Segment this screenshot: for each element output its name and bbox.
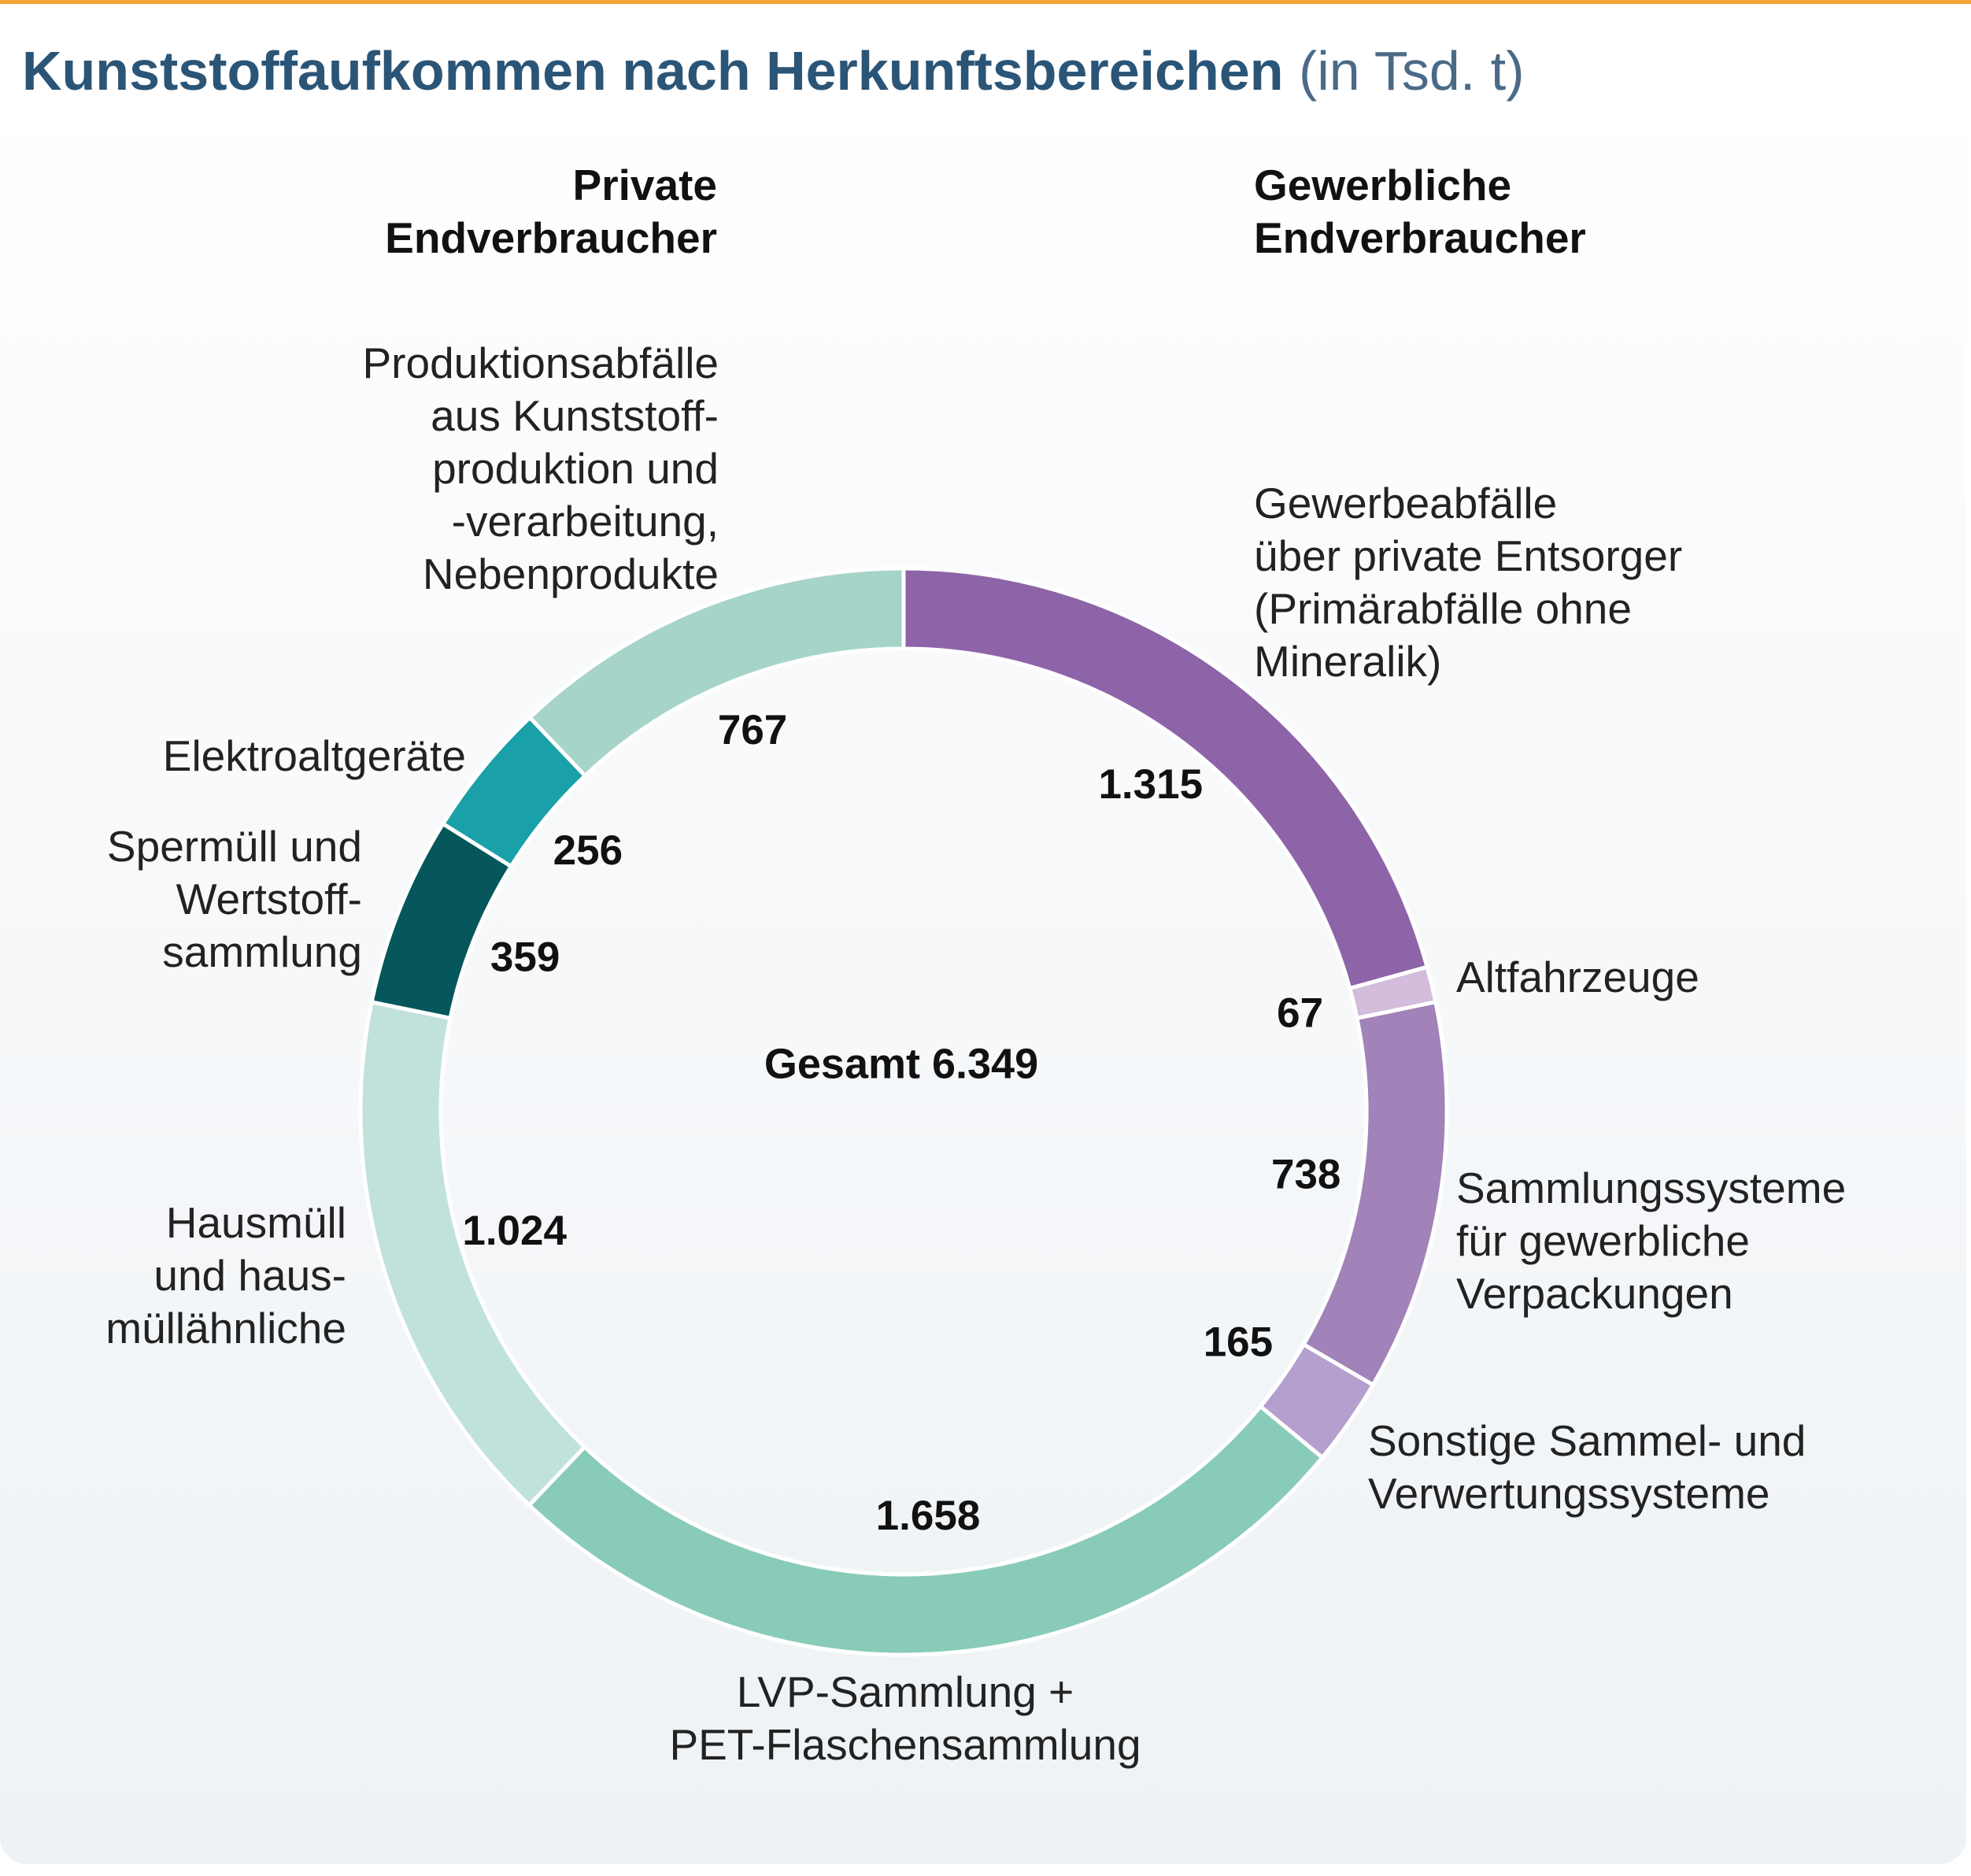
value-label-produktion: 767	[718, 707, 787, 753]
category-label-gewerbeabfaelle: Gewerbeabfälle über private Entsorger (P…	[1254, 479, 1683, 686]
category-label-sonstige: Sonstige Sammel- und Verwertungssysteme	[1368, 1416, 1806, 1518]
group-label-commercial: Gewerbliche Endverbraucher	[1254, 161, 1586, 262]
group-label-private: Private Endverbraucher	[385, 161, 717, 262]
value-label-sperrmuell: 359	[490, 934, 560, 980]
value-label-lvp: 1.658	[876, 1493, 981, 1539]
category-label-elektro: Elektroaltgeräte	[162, 731, 466, 780]
category-label-produktion: Produktionsabfälle aus Kunststoff- produ…	[362, 339, 719, 598]
value-label-sonstige: 165	[1204, 1319, 1273, 1365]
top-accent-rule	[0, 0, 1971, 4]
chart-title: Kunststoffaufkommen nach Herkunftsbereic…	[22, 31, 1525, 110]
value-label-gewerbeabfaelle: 1.315	[1098, 761, 1203, 808]
category-label-altfahrzeuge: Altfahrzeuge	[1456, 953, 1699, 1001]
slice-produktion	[527, 566, 906, 779]
title-unit: (in Tsd. t)	[1298, 40, 1525, 102]
category-label-sperrmuell: Spermüll und Wertstoff- sammlung	[106, 822, 362, 976]
value-labels: 1.315 67 738 165 1.658 1.024 359 256 767	[462, 707, 1341, 1539]
category-label-hausmuell: Hausmüll und haus- müllähnliche	[105, 1198, 346, 1352]
donut-slices	[358, 566, 1449, 1657]
category-label-sammlungssysteme: Sammlungssysteme für gewerbliche Verpack…	[1456, 1164, 1847, 1318]
value-label-elektro: 256	[553, 827, 623, 874]
total-label: Gesamt 6.349	[764, 1040, 1038, 1087]
value-label-hausmuell: 1.024	[462, 1208, 567, 1254]
value-label-sammlungssysteme: 738	[1271, 1152, 1341, 1198]
value-label-altfahrzeuge: 67	[1277, 990, 1323, 1037]
title-text: Kunststoffaufkommen nach Herkunftsbereic…	[22, 40, 1284, 102]
category-label-lvp: LVP-Sammlung + PET-Flaschensammlung	[669, 1667, 1141, 1769]
